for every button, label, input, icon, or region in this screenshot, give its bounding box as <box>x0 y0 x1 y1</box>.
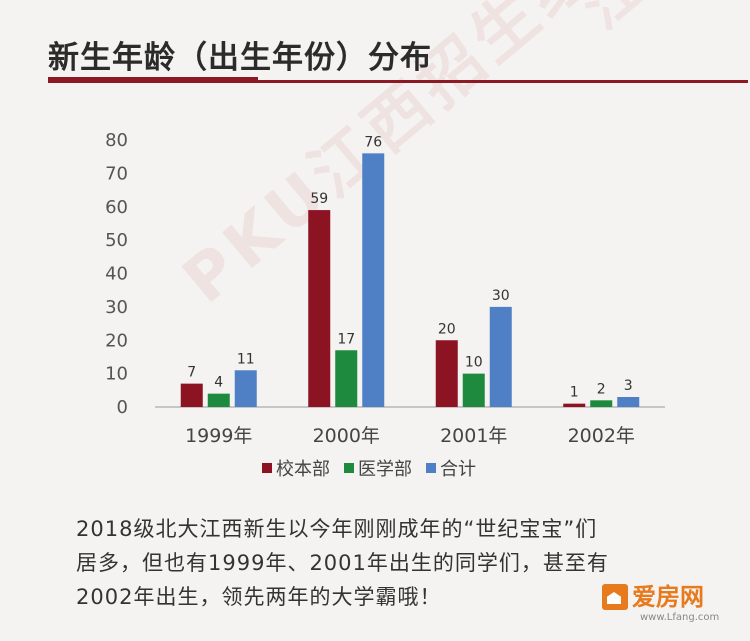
data-label: 11 <box>237 351 255 367</box>
bar <box>308 210 331 407</box>
bar <box>362 153 385 407</box>
data-label: 20 <box>438 321 456 337</box>
caption-line: 2002年出生，领先两年的大学霸哦！ <box>76 585 442 609</box>
y-tick-label: 50 <box>105 230 128 251</box>
caption-line: 2018级北大江西新生以今年刚刚成年的“世纪宝宝”们 <box>76 517 598 541</box>
x-tick-label: 2001年 <box>440 425 507 447</box>
x-tick-label: 2000年 <box>313 425 380 447</box>
legend-label: 合计 <box>440 459 476 480</box>
y-tick-label: 70 <box>105 163 128 184</box>
y-tick-label: 30 <box>105 297 128 318</box>
caption-line: 居多，但也有1999年、2001年出生的同学们，甚至有 <box>76 551 609 575</box>
bar <box>207 393 230 407</box>
logo-url: www.Lfang.com <box>640 612 720 623</box>
y-tick-label: 80 <box>105 130 128 151</box>
y-tick-label: 40 <box>105 264 128 285</box>
bar <box>180 383 203 407</box>
bar <box>563 403 586 407</box>
legend-item-school: 校本部 <box>262 455 330 481</box>
data-label: 3 <box>624 378 633 394</box>
caption-text: 2018级北大江西新生以今年刚刚成年的“世纪宝宝”们 居多，但也有1999年、2… <box>76 512 716 614</box>
legend-item-medical: 医学部 <box>344 455 412 481</box>
x-tick-label: 1999年 <box>185 425 252 447</box>
legend-label: 校本部 <box>276 459 330 480</box>
data-label: 17 <box>337 331 355 347</box>
data-label: 2 <box>597 381 606 397</box>
bar <box>462 373 485 407</box>
logo-name: 爱房网 <box>632 583 704 611</box>
y-tick-label: 60 <box>105 197 128 218</box>
legend-label: 医学部 <box>358 459 412 480</box>
bar <box>234 370 257 407</box>
data-label: 30 <box>492 288 510 304</box>
x-axis: 1999年 2000年 2001年 2002年 <box>185 425 635 447</box>
data-label: 59 <box>310 191 328 207</box>
data-label: 76 <box>364 134 382 150</box>
data-label: 10 <box>465 355 483 371</box>
data-label: 1 <box>570 385 579 401</box>
y-tick-label: 20 <box>105 330 128 351</box>
site-logo: 爱房网 <box>602 584 704 610</box>
data-labels: 7 4 11 59 17 76 20 10 30 1 2 3 <box>187 134 632 400</box>
legend-swatch <box>426 463 436 473</box>
bar <box>435 340 458 407</box>
legend-item-total: 合计 <box>426 455 476 481</box>
bar <box>590 400 613 407</box>
legend-swatch <box>344 463 354 473</box>
house-icon <box>602 584 628 610</box>
x-tick-label: 2002年 <box>568 425 635 447</box>
bar <box>489 306 512 407</box>
bar <box>617 396 640 407</box>
data-label: 4 <box>214 375 223 391</box>
y-tick-label: 0 <box>117 397 128 418</box>
title-divider <box>48 77 748 83</box>
bar-series <box>180 153 640 407</box>
legend: 校本部 医学部 合计 <box>262 455 476 481</box>
page-title: 新生年龄（出生年份）分布 <box>48 40 432 76</box>
y-tick-label: 10 <box>105 364 128 385</box>
bar <box>335 350 358 407</box>
bar-chart: 0 10 20 30 40 50 60 70 80 7 4 11 59 17 76 20 10 30 1 2 3 19… <box>105 130 665 447</box>
legend-swatch <box>262 463 272 473</box>
data-label: 7 <box>187 365 196 381</box>
